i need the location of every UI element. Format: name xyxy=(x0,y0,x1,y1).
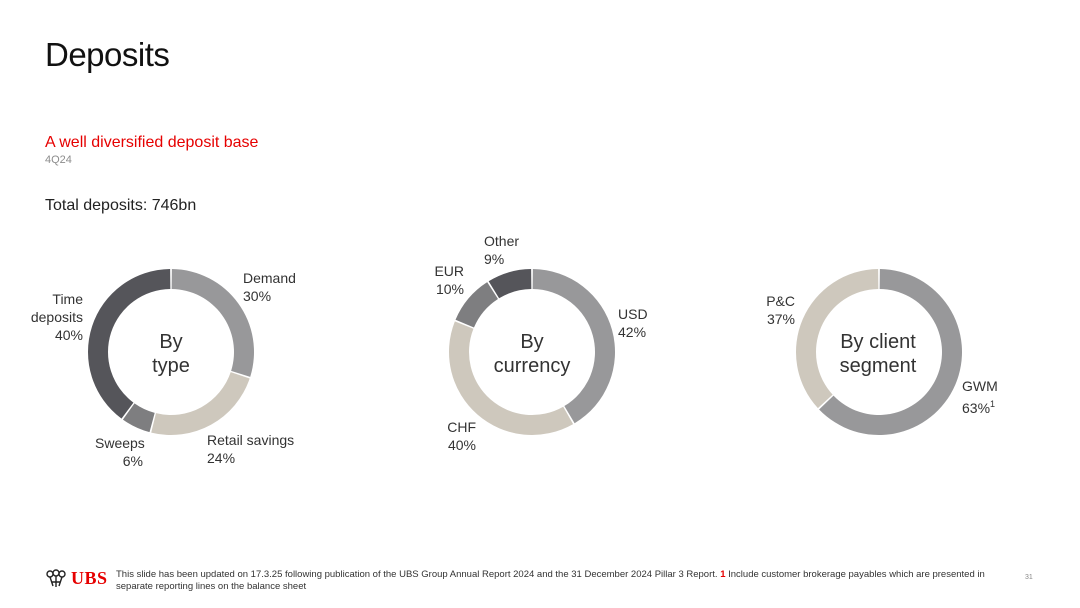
period-label: 4Q24 xyxy=(45,154,72,166)
label-other: Other 9% xyxy=(484,233,520,267)
total-deposits: Total deposits: 746bn xyxy=(45,197,197,214)
donut-by-type-center-label: By type xyxy=(152,331,190,377)
label-time-deposits: Time deposits 40% xyxy=(30,291,83,343)
label-sweeps: Sweeps 6% xyxy=(95,435,145,469)
label-usd: USD 42% xyxy=(618,306,648,340)
slice-demand xyxy=(171,269,254,377)
donut-by-currency-center-label: By currency xyxy=(493,331,571,377)
label-retail-savings: Retail savings 24% xyxy=(207,432,295,466)
label-eur: EUR 10% xyxy=(434,263,464,297)
ubs-logo: UBS xyxy=(45,568,108,589)
page-title: Deposits xyxy=(45,36,170,73)
label-pc: P&C 37% xyxy=(766,293,795,327)
donut-by-client-segment-center-label: By client segment xyxy=(839,331,917,377)
slice-p-c xyxy=(796,269,879,409)
page-number: 31 xyxy=(1025,574,1033,581)
slice-usd xyxy=(532,269,615,424)
slice-gwm xyxy=(819,269,962,435)
ubs-keys-icon xyxy=(46,568,66,587)
slice-time-deposits xyxy=(88,269,171,419)
footer: UBS This slide has been updated on 17.3.… xyxy=(0,558,1080,608)
slice-sweeps xyxy=(122,403,155,433)
slice-eur xyxy=(455,282,498,328)
footnote-text: This slide has been updated on 17.3.25 f… xyxy=(116,569,985,592)
slice-other xyxy=(488,269,532,299)
label-demand: Demand 30% xyxy=(243,270,296,304)
label-gwm: GWM 63%1 xyxy=(962,378,998,416)
slice-chf xyxy=(449,321,574,435)
label-chf: CHF 40% xyxy=(447,419,476,453)
slice-retail-savings xyxy=(151,372,250,435)
subtitle: A well diversified deposit base xyxy=(45,134,259,151)
